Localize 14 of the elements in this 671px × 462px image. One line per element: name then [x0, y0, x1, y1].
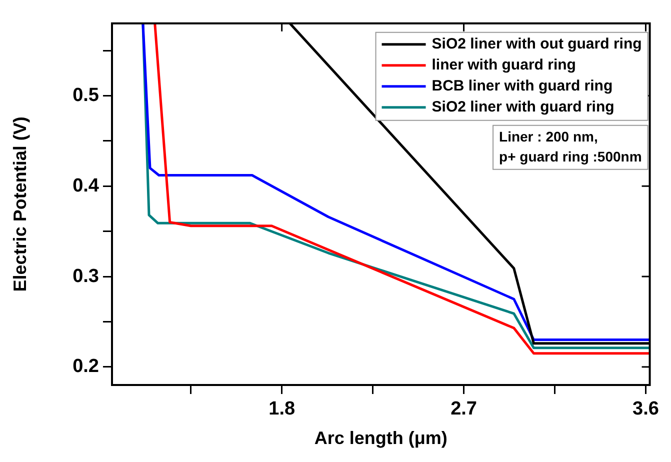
x-axis-title: Arc length (μm) [314, 428, 448, 448]
annotation: Liner : 200 nm, p+ guard ring :500nm [499, 128, 642, 164]
legend-label: liner with guard ring [432, 56, 576, 74]
legend-label: SiO2 liner with guard ring [432, 98, 614, 116]
x-tick-label: 2.7 [450, 398, 477, 420]
y-tick-label: 0.3 [72, 266, 99, 287]
y-tick-label: 0.5 [72, 84, 100, 106]
legend-label: BCB liner with guard ring [432, 78, 613, 95]
y-tick-label: 0.4 [72, 175, 100, 196]
legend-label: SiO2 liner with out guard ring [432, 36, 642, 53]
x-tick-label: 1.8 [268, 398, 296, 420]
y-axis-title: Electric Potential (V) [10, 116, 30, 292]
y-tick-label: 0.2 [72, 356, 99, 378]
x-tick-label: 3.6 [632, 398, 659, 420]
